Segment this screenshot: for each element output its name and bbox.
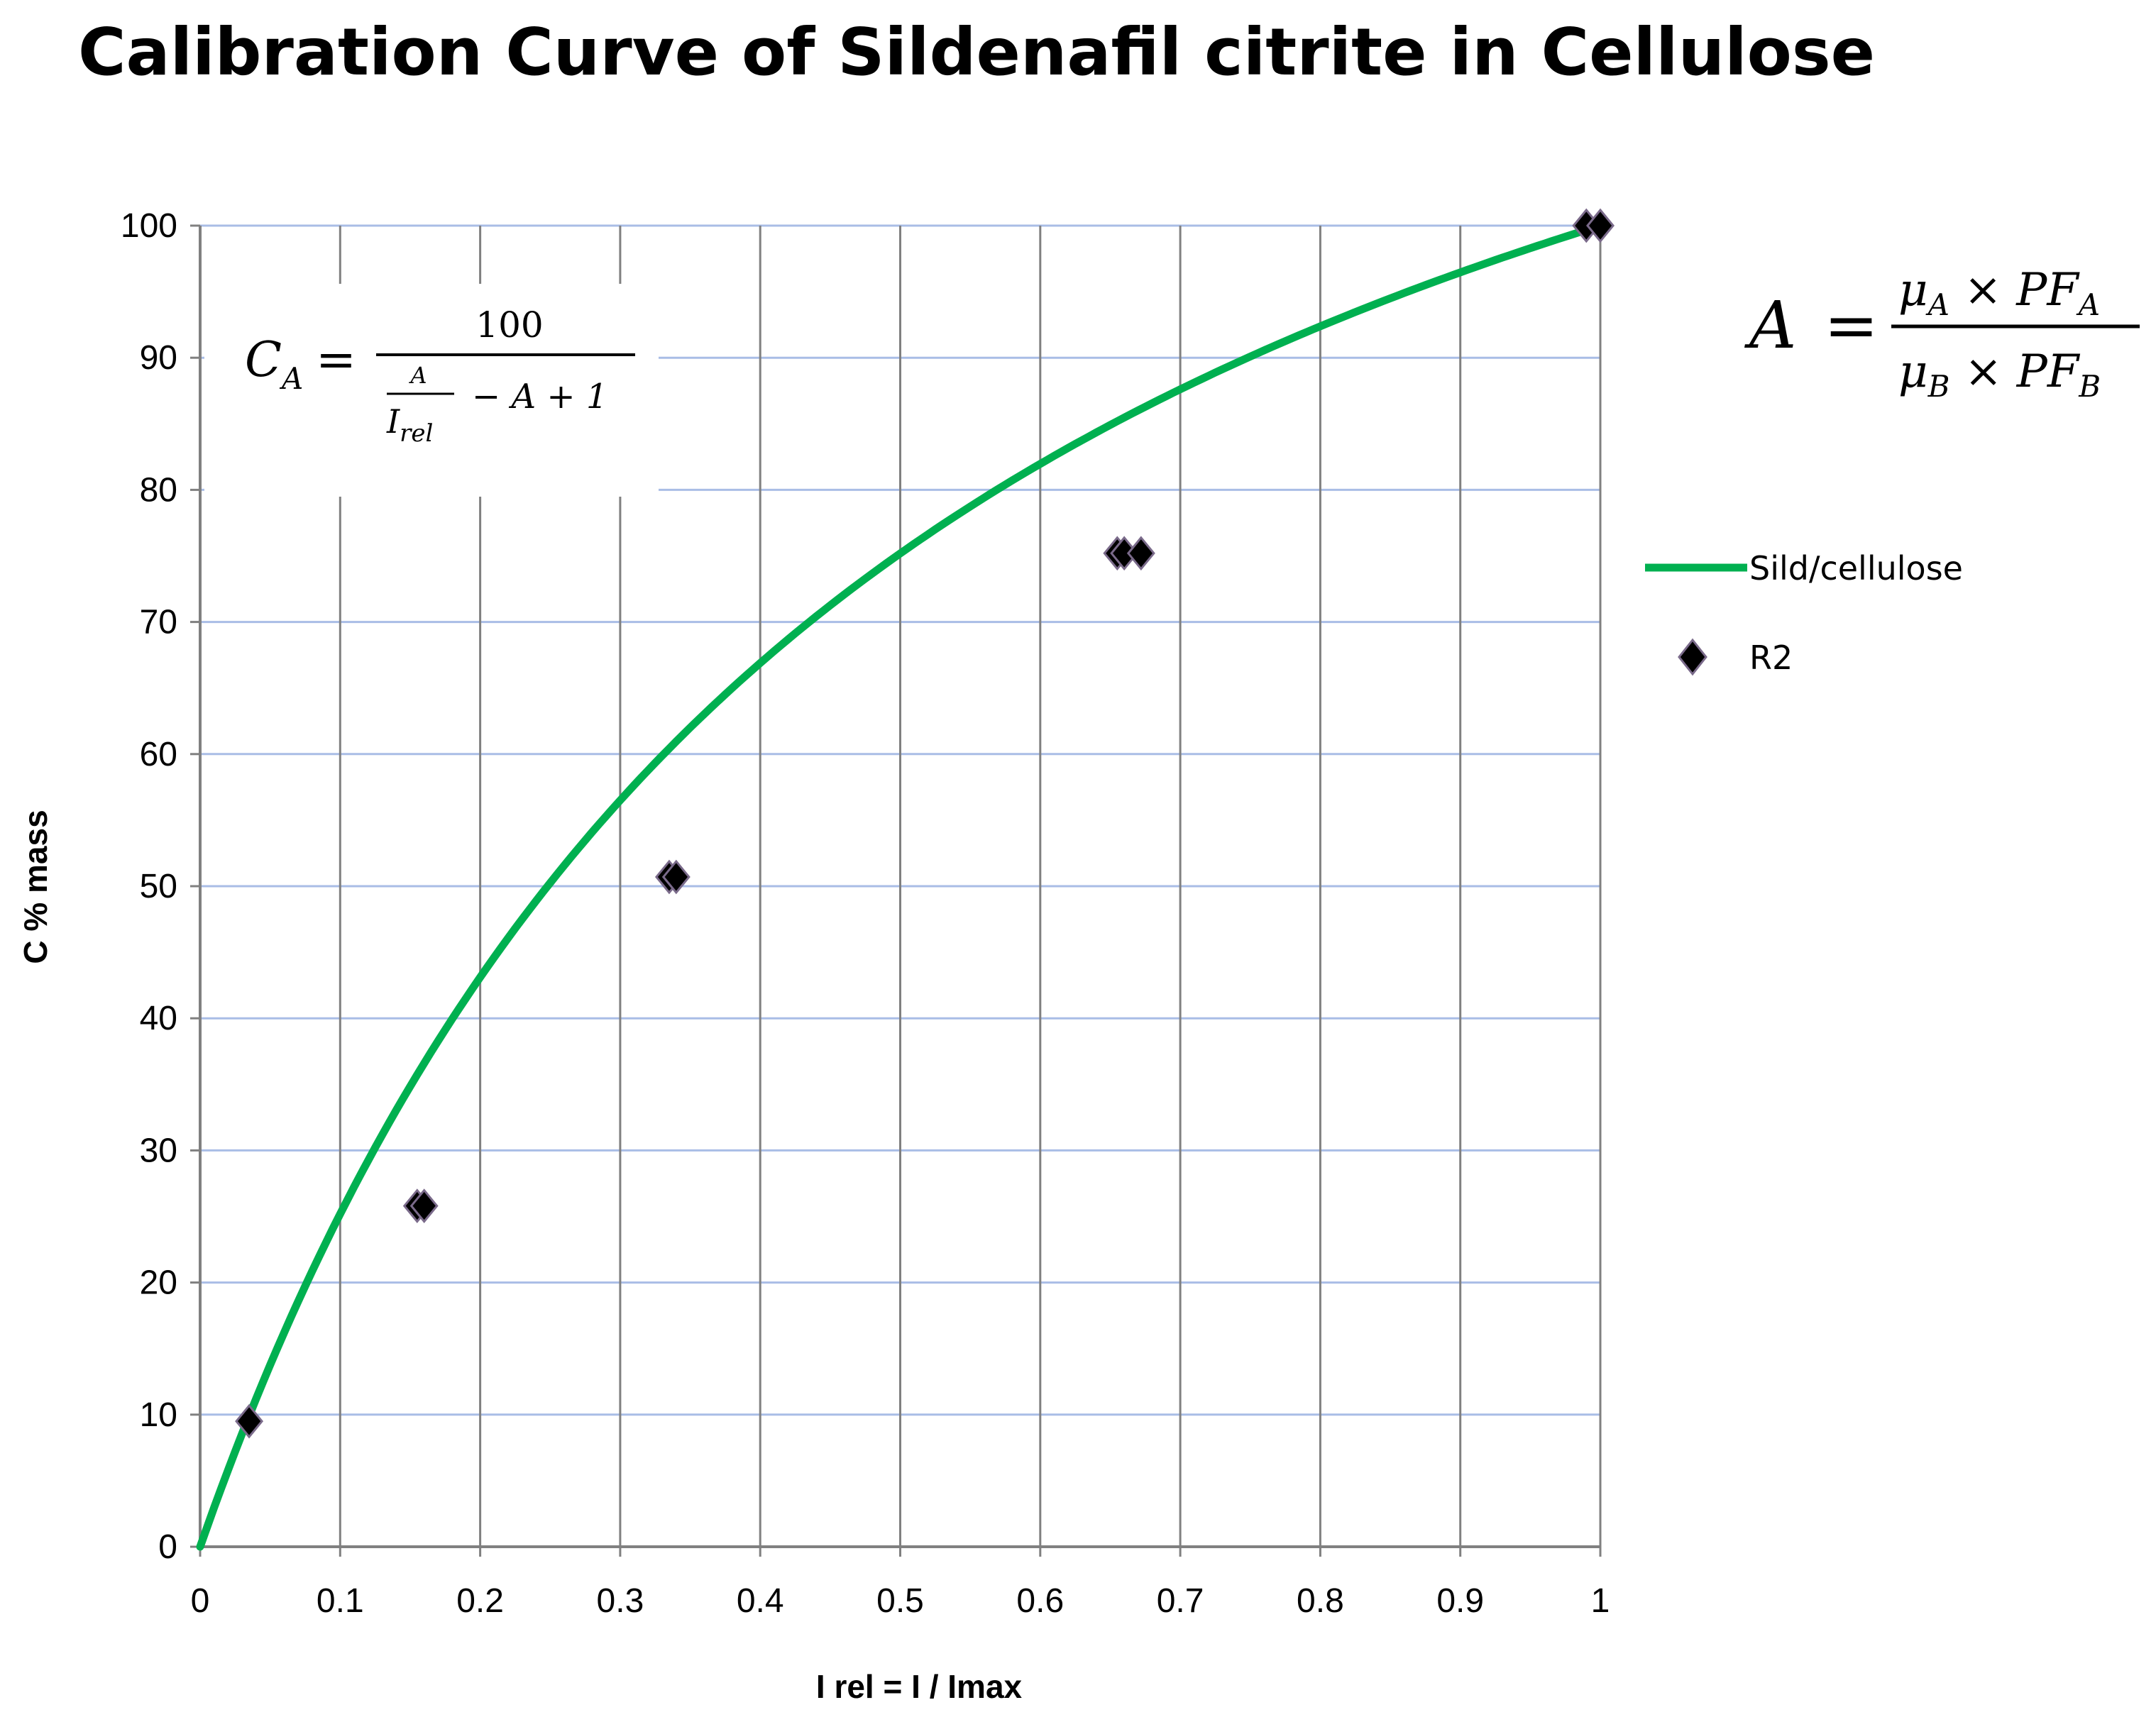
- y-tick-label: 80: [140, 471, 177, 509]
- formula-right-lhs: A: [1744, 287, 1796, 363]
- formula-left-numerator: 100: [475, 304, 543, 346]
- data-point-marker: [409, 1188, 439, 1223]
- formula-right-denominator: μB × PFB: [1898, 346, 2101, 404]
- chart-title: Calibration Curve of Sildenafil citrite …: [78, 14, 1875, 90]
- y-tick-label: 50: [140, 868, 177, 905]
- y-axis-label: C % mass: [17, 810, 54, 964]
- y-tick-label: 10: [140, 1396, 177, 1434]
- formula-left-lhs: CA: [245, 332, 303, 396]
- x-tick-label: 0.6: [1016, 1582, 1064, 1620]
- x-axis-label: I rel = I / Imax: [816, 1668, 1023, 1705]
- formula-left-equals: =: [316, 332, 356, 388]
- y-tick-label: 90: [140, 339, 177, 377]
- y-tick-label: 100: [121, 207, 177, 245]
- y-tick-label: 60: [140, 736, 177, 773]
- x-tick-labels: 0 0.1 0.2 0.3 0.4 0.5 0.6 0.7 0.8 0.9 1: [191, 1582, 1610, 1620]
- y-tick-label: 0: [158, 1528, 177, 1566]
- formula-left-inner-numerator: A: [408, 362, 427, 389]
- legend-diamond-swatch: [1678, 638, 1707, 676]
- data-point-marker: [1586, 208, 1615, 243]
- x-tick-label: 0.5: [876, 1582, 924, 1620]
- formula-right-numerator: μA × PFA: [1898, 264, 2100, 322]
- x-tick-label: 0.9: [1436, 1582, 1484, 1620]
- x-tick-label: 0.3: [597, 1582, 644, 1620]
- x-tick-label: 0.1: [317, 1582, 364, 1620]
- formula-right-equals: =: [1824, 287, 1879, 363]
- y-tick-label: 40: [140, 1000, 177, 1037]
- data-point-marker: [235, 1403, 264, 1439]
- formula-left: CA = 100 A Irel − A + 1: [204, 284, 659, 497]
- x-tick-label: 0.2: [456, 1582, 504, 1620]
- y-tick-label: 20: [140, 1264, 177, 1302]
- x-tick-label: 0: [191, 1582, 210, 1620]
- x-tick-label: 0.4: [737, 1582, 784, 1620]
- scatter-markers: [235, 208, 1615, 1439]
- series-line-sild-cellulose: [196, 221, 1605, 1551]
- y-tick-label: 70: [140, 604, 177, 641]
- x-tick-label: 0.8: [1297, 1582, 1344, 1620]
- legend-label-sild-cellulose: Sild/cellulose: [1749, 549, 1963, 587]
- formula-left-tail: − A + 1: [472, 377, 607, 416]
- y-tick-labels: 0 10 20 30 40 50 60 70 80 90 100: [121, 207, 177, 1566]
- formula-left-inner-denominator: Irel: [386, 402, 433, 448]
- y-tick-label: 30: [140, 1132, 177, 1169]
- legend: Sild/cellulose R2: [1645, 549, 1963, 677]
- data-point-marker: [1126, 536, 1155, 571]
- x-tick-label: 0.7: [1157, 1582, 1204, 1620]
- axes: [199, 226, 1600, 1548]
- data-point-marker: [661, 859, 691, 895]
- formula-right: A = μA × PFA μB × PFB: [1744, 264, 2140, 404]
- legend-label-r2: R2: [1749, 639, 1793, 677]
- x-tick-label: 1: [1591, 1582, 1610, 1620]
- formula-left-box: [204, 284, 659, 497]
